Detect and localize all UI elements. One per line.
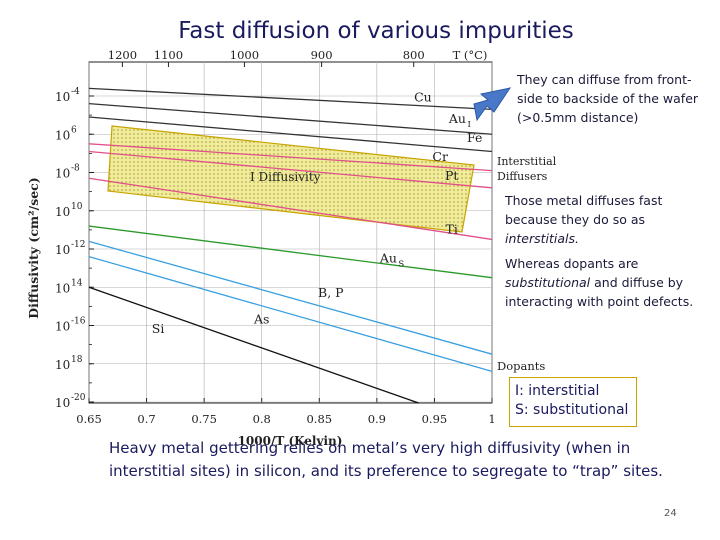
top-axis-label: T (°C) [453,48,488,62]
y-tick-label: 10 [55,320,70,334]
y-tick-sup: 18 [71,355,83,365]
top-tick-label: 1200 [108,48,137,62]
dopant-note-line2-rest: and diffuse by [590,275,684,290]
x-axis-label: 1000/T (Kelvin) [238,434,343,448]
y-tick-sup: 10 [71,202,83,212]
top-tick-label: 1100 [154,48,183,62]
legend-substitutional: S: substitutional [515,402,629,418]
interstitial-highlight [107,125,475,233]
x-tick-label: 0.75 [191,412,217,426]
y-tick-label: 10 [55,205,70,219]
pointer-arrow [473,87,512,122]
series-line-pt [88,150,493,189]
x-tick-label: 1 [488,412,495,426]
dopant-note: Whereas dopants are substitutional and d… [505,254,710,311]
interstitial-note-line1: Those metal diffuses fast [505,193,663,208]
interstitial-note-line3: interstitials. [505,231,580,246]
dopant-note-line3: interacting with point defects. [505,294,694,309]
series-label: Si [152,321,165,336]
y-tick-label: 10 [55,396,70,410]
series-line-ti [88,177,493,241]
y-axis-label: Diffusivity (cm²/sec) [26,177,41,318]
top-tick-label: 1000 [230,48,259,62]
series-line-cr [88,143,493,172]
interstitial-note: Those metal diffuses fast because they d… [505,191,710,248]
group-label-interstitial-1: Interstitial [497,155,557,168]
y-tick-sup: 6 [71,125,77,135]
bottom-text: Heavy metal gettering relies on metal’s … [109,439,663,480]
y-tick-label: 10 [55,281,70,295]
y-tick-label: 10 [55,358,70,372]
y-tick-label: 10 [55,243,70,257]
y-tick-sup: -16 [71,317,86,327]
series-label: Cu [414,90,432,105]
series-line-au [88,103,493,135]
x-tick-label: 0.85 [306,412,332,426]
x-tick-label: 0.7 [137,412,155,426]
y-tick-sup: -20 [71,393,86,403]
series-line-as [88,256,493,373]
series-label: B, P [318,285,344,300]
series-line-bp [88,240,493,355]
slide-title: Fast diffusion of various impurities [178,18,574,44]
y-tick-label: 10 [55,128,70,142]
series-label: Au [448,111,466,126]
arrow-note: They can diffuse from front-side to back… [517,72,699,125]
y-tick-sup: -8 [71,164,80,174]
x-tick-label: 0.9 [368,412,386,426]
page-number: 24 [664,508,677,519]
series-line-cu [88,87,493,111]
top-tick-label: 900 [311,48,333,62]
series-label-sub: I [467,120,470,130]
y-tick-sup: -4 [71,87,80,97]
series-label: Ti [446,222,458,237]
x-tick-label: 0.95 [422,412,448,426]
series-label: Pt [445,168,458,183]
y-tick-label: 10 [55,167,70,181]
y-tick-label: 10 [55,90,70,104]
legend-box: I: interstitial S: substitutional [509,377,637,427]
legend-interstitial: I: interstitial [515,383,600,399]
series-label-sub: S [398,259,404,269]
x-tick-label: 0.65 [76,412,102,426]
series-label: As [253,312,269,327]
dopant-note-italic: substitutional [505,275,591,290]
series-line-si [88,286,419,404]
dopant-note-line2: substitutional and diffuse by [505,273,710,292]
highlight-label: I Diffusivity [250,170,321,184]
interstitial-note-line2: because they do so as [505,212,646,227]
x-tick-label: 0.8 [253,412,271,426]
top-tick-label: 800 [403,48,425,62]
y-tick-sup: -12 [71,240,86,250]
dopant-note-line1: Whereas dopants are [505,256,639,271]
plot-frame [88,61,493,404]
series-line-fe [88,116,493,153]
series-label: Cr [432,149,448,164]
series-label: Au [379,250,397,265]
series-line-au [88,225,493,279]
group-label-interstitial-2: Diffusers [497,170,548,183]
group-label-dopants: Dopants [497,359,545,373]
y-tick-sup: 14 [71,278,83,288]
series-label: Fe [467,130,482,145]
